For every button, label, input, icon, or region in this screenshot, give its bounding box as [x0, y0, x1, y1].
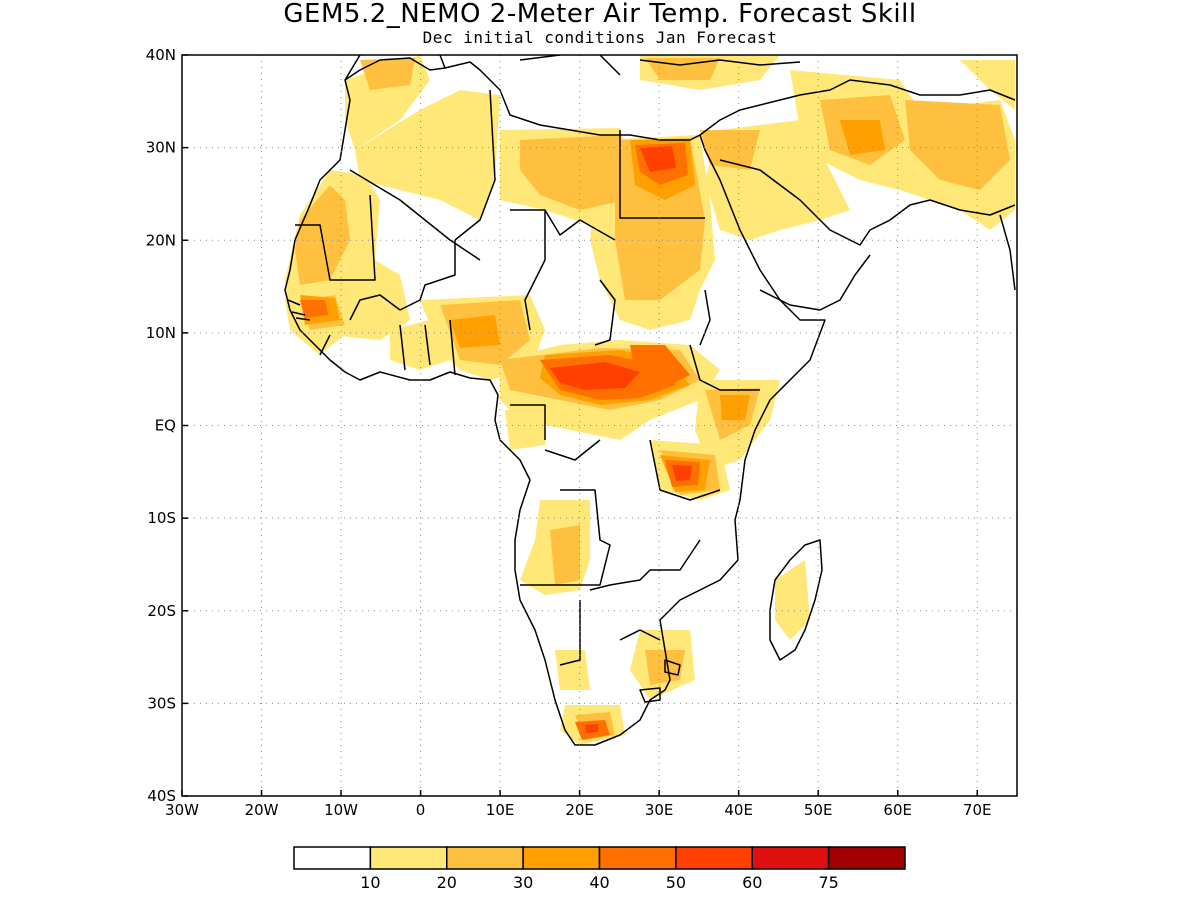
colorbar-label: 50	[666, 873, 686, 892]
lat-tick-label: 30S	[147, 694, 176, 712]
coastlines	[284, 55, 1016, 746]
lat-tick-label: 40N	[146, 46, 176, 64]
colorbar-bin	[751, 846, 830, 870]
colorbar-bin	[293, 846, 372, 870]
colorbar-bin	[522, 846, 601, 870]
lon-tick-label: 60E	[883, 801, 912, 819]
lon-tick-label: 50E	[804, 801, 833, 819]
latitude-ticks: 40N 30N 20N 10N EQ 10S 20S 30S 40S	[146, 46, 188, 805]
colorbar-bin	[369, 846, 448, 870]
lon-tick-label: 20E	[565, 801, 594, 819]
lat-tick-label: 20N	[146, 231, 176, 249]
colorbar: 10 20 30 40 50 60 75	[293, 846, 906, 892]
lat-tick-label: EQ	[155, 417, 176, 435]
lat-tick-label: 30N	[146, 139, 176, 157]
lon-tick-label: 0	[416, 801, 426, 819]
longitude-ticks: 30W 20W 10W 0 10E 20E 30E 40E 50E 60E 70E	[165, 790, 992, 819]
lon-tick-label: 20W	[245, 801, 279, 819]
colorbar-label: 40	[589, 873, 609, 892]
lat-tick-label: 20S	[147, 602, 176, 620]
colorbar-label: 30	[513, 873, 533, 892]
skill-level-50-60	[550, 146, 692, 733]
lon-tick-label: 40E	[724, 801, 753, 819]
map-subtitle: Dec initial conditions Jan Forecast	[422, 28, 778, 47]
lon-tick-label: 10W	[324, 801, 358, 819]
map-title: GEM5.2_NEMO 2-Meter Air Temp. Forecast S…	[283, 0, 917, 29]
colorbar-label: 75	[818, 873, 838, 892]
colorbar-label: 60	[742, 873, 762, 892]
lat-tick-label: 10S	[147, 509, 176, 527]
lon-tick-label: 10E	[486, 801, 515, 819]
lon-tick-label: 30W	[165, 801, 199, 819]
lat-tick-label: 40S	[147, 787, 176, 805]
colorbar-label: 10	[360, 873, 380, 892]
lat-tick-label: 10N	[146, 324, 176, 342]
lon-tick-label: 70E	[963, 801, 992, 819]
skill-shading	[285, 55, 1015, 745]
colorbar-bin	[598, 846, 677, 870]
lon-tick-label: 30E	[645, 801, 674, 819]
colorbar-label: 20	[437, 873, 457, 892]
colorbar-bin	[675, 846, 753, 870]
colorbar-bin	[827, 846, 906, 870]
colorbar-bin	[446, 846, 524, 870]
